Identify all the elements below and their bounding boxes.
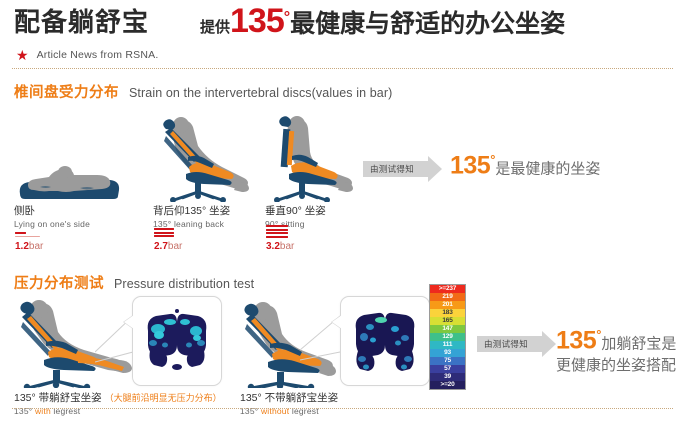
- figure4-caption-en-pre: 135°: [14, 406, 35, 416]
- figure4-caption-en: 135° with legrest: [14, 405, 222, 417]
- title-lead-label: 提供: [200, 19, 231, 36]
- chair-with-legrest-icon: [8, 296, 134, 393]
- figure4-caption: 135° 带躺舒宝坐姿 （大腿前沿明显无压力分布） 135° with legr…: [14, 392, 222, 417]
- section2-conclusion-line2: 更健康的坐姿搭配: [556, 357, 677, 375]
- section2-conclusion-number: 135: [556, 326, 597, 355]
- pressure-heatmap-with-legrest: [124, 296, 222, 386]
- legend-row-8: 93: [430, 349, 465, 357]
- figure1-bar-value: 1.2bar: [15, 241, 43, 252]
- office-chair-upright-90-icon: [258, 112, 358, 207]
- legend-row-7: 111: [430, 341, 465, 349]
- section2-arrow-callout: 由测试得知: [477, 331, 556, 357]
- figure3-caption-en: 90° sitting: [265, 219, 305, 229]
- person-lying-on-side-icon: [14, 150, 124, 207]
- section2-heading-en: Pressure distribution test: [114, 277, 255, 291]
- pressure-map-2: [348, 307, 422, 375]
- degree-symbol-icon: °: [283, 8, 291, 26]
- byline: ★ Article News from RSNA.: [16, 47, 158, 63]
- figure2-caption: 背后仰135° 坐姿 135° leaning back: [153, 205, 230, 230]
- arrow-right-icon: [542, 331, 556, 357]
- legend-row-6: 129: [430, 333, 465, 341]
- chair-without-legrest-icon: [232, 298, 338, 393]
- figure5-caption-cn: 135° 不带躺舒宝坐姿: [240, 392, 338, 405]
- section1-heading-en: Strain on the intervertebral discs(value…: [129, 86, 393, 100]
- arrow-right-icon: [428, 156, 442, 182]
- figure4-caption-cn: 135° 带躺舒宝坐姿 （大腿前沿明显无压力分布）: [14, 392, 222, 405]
- title-rest-label: 最健康与舒适的办公坐姿: [290, 10, 566, 38]
- section2-conclusion-degree-icon: °: [596, 327, 602, 342]
- figure4-caption-note: （大腿前沿明显无压力分布）: [104, 393, 222, 403]
- figure5-caption: 135° 不带躺舒宝坐姿 135° without legrest: [240, 392, 338, 417]
- section2-conclusion: 135°加躺舒宝是 更健康的坐姿搭配: [556, 327, 676, 377]
- figure1-bar-indicator: [15, 232, 40, 239]
- pressure-color-scale: >=237 219 201 183 165 147 129 111 93 75 57 39 >=20: [429, 284, 466, 390]
- office-chair-reclined-135-icon: [152, 112, 252, 207]
- legend-row-11: 39: [430, 373, 465, 381]
- figure1-caption-cn: 侧卧: [14, 205, 35, 217]
- leader-lines-2: [299, 300, 342, 375]
- figure5-caption-en: 135° without legrest: [240, 405, 338, 417]
- figure3-bar-indicator: [266, 225, 288, 239]
- figure5-caption-en-em: without: [260, 406, 290, 416]
- figure1-bar-number: 1.2: [15, 241, 29, 252]
- section1-conclusion: 135°是最健康的坐姿: [450, 152, 600, 180]
- figure3-caption-cn: 垂直90° 坐姿: [265, 205, 326, 217]
- legend-row-1: 219: [430, 293, 465, 301]
- footer-divider: [12, 408, 673, 409]
- section2-heading-cn: 压力分布测试: [14, 276, 104, 292]
- section1-conclusion-text: 是最健康的坐姿: [495, 160, 601, 178]
- figure1-bar-unit: bar: [28, 241, 44, 252]
- figure2-bar-number: 2.7: [154, 241, 168, 252]
- legend-row-10: 57: [430, 365, 465, 373]
- section1-arrow-label: 由测试得知: [370, 164, 415, 174]
- page-title-highlight: 提供135°最健康与舒适的办公坐姿: [200, 2, 565, 47]
- pressure-heatmap-without-legrest: [332, 296, 430, 386]
- figure2-bar-value: 2.7bar: [154, 241, 182, 252]
- figure2-caption-en: 135° leaning back: [153, 219, 225, 229]
- figure5-caption-en-pre: 135°: [240, 406, 261, 416]
- figure3-bar-number: 3.2: [266, 241, 280, 252]
- figure5-caption-en-post: legrest: [289, 406, 319, 416]
- figure2-bar-indicator: [154, 228, 174, 239]
- byline-label: Article News from RSNA.: [36, 49, 159, 61]
- callout-tail-icon: [332, 315, 342, 329]
- callout-tail-icon: [124, 315, 134, 329]
- section1-conclusion-number: 135: [450, 151, 491, 180]
- figure4-caption-en-post: legrest: [50, 406, 81, 416]
- figure3-caption: 垂直90° 坐姿 90° sitting: [265, 205, 326, 230]
- page-title-cn: 配备躺舒宝: [14, 7, 150, 37]
- legend-row-5: 147: [430, 325, 465, 333]
- figure4-caption-en-em: with: [34, 406, 51, 416]
- figure2-caption-cn: 背后仰135° 坐姿: [153, 205, 231, 217]
- legend-row-4: 165: [430, 317, 465, 325]
- section2-heading: 压力分布测试 Pressure distribution test: [14, 272, 254, 293]
- legend-row-0: >=237: [430, 285, 465, 293]
- star-icon: ★: [16, 47, 29, 63]
- figure5-caption-main: 135° 不带躺舒宝坐姿: [240, 392, 339, 404]
- section2-arrow-label: 由测试得知: [484, 339, 529, 349]
- figure1-caption: 侧卧 Lying on one's side: [14, 205, 90, 230]
- figure3-bar-value: 3.2bar: [266, 241, 294, 252]
- header-divider: [12, 68, 673, 69]
- page-header: 配备躺舒宝 提供135°最健康与舒适的办公坐姿 ★ Article News f…: [0, 0, 685, 68]
- legend-row-9: 75: [430, 357, 465, 365]
- figure2-bar-unit: bar: [167, 241, 183, 252]
- pressure-map-1: [140, 307, 214, 375]
- section1-conclusion-degree-icon: °: [490, 152, 496, 167]
- section2-conclusion-line1: 加躺舒宝是: [601, 335, 677, 353]
- legend-row-3: 183: [430, 309, 465, 317]
- title-angle-number: 135: [230, 2, 285, 40]
- leader-lines-1: [94, 300, 135, 375]
- section1-heading-cn: 椎间盘受力分布: [14, 85, 119, 101]
- figure4-caption-main: 135° 带躺舒宝坐姿: [14, 392, 102, 404]
- section1-arrow-callout: 由测试得知: [363, 156, 442, 182]
- legend-row-2: 201: [430, 301, 465, 309]
- figure3-bar-unit: bar: [279, 241, 295, 252]
- legend-row-12: >=20: [430, 381, 465, 389]
- section1-heading: 椎间盘受力分布 Strain on the intervertebral disc…: [14, 81, 392, 102]
- figure1-caption-en: Lying on one's side: [14, 219, 90, 229]
